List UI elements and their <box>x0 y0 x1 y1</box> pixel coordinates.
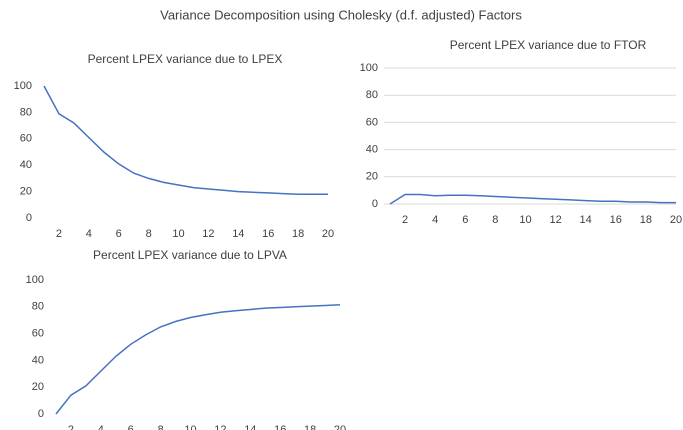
y-tick-label: 40 <box>32 354 44 366</box>
x-tick-label: 14 <box>232 228 244 240</box>
x-tick-label: 16 <box>610 214 622 226</box>
x-tick-label: 16 <box>262 228 274 240</box>
x-tick-label: 14 <box>580 214 592 226</box>
y-tick-label: 100 <box>360 62 378 74</box>
line <box>390 195 676 205</box>
y-tick-label: 60 <box>20 133 32 145</box>
chart: Variance Decomposition using Cholesky (d… <box>0 0 683 430</box>
y-tick-label: 20 <box>20 186 32 198</box>
y-tick-label: 40 <box>20 159 32 171</box>
x-tick-label: 18 <box>304 424 316 430</box>
y-tick-label: 0 <box>372 198 378 210</box>
x-tick-label: 20 <box>322 228 334 240</box>
chart-title: Percent LPEX variance due to LPEX <box>88 52 283 66</box>
y-tick-label: 0 <box>38 408 44 420</box>
y-tick-label: 20 <box>32 381 44 393</box>
x-tick-label: 4 <box>86 228 92 240</box>
y-tick-label: 100 <box>26 274 44 286</box>
y-tick-label: 100 <box>14 80 32 92</box>
x-tick-label: 20 <box>334 424 346 430</box>
chart-title: Percent LPEX variance due to LPVA <box>93 248 287 262</box>
x-tick-label: 2 <box>68 424 74 430</box>
y-tick-label: 60 <box>366 116 378 128</box>
y-tick-label: 80 <box>32 301 44 313</box>
x-tick-label: 10 <box>184 424 196 430</box>
x-tick-label: 6 <box>462 214 468 226</box>
x-tick-label: 18 <box>292 228 304 240</box>
y-tick-label: 20 <box>366 171 378 183</box>
x-tick-label: 12 <box>202 228 214 240</box>
x-tick-label: 4 <box>98 424 104 430</box>
x-tick-label: 10 <box>519 214 531 226</box>
y-tick-label: 80 <box>20 106 32 118</box>
chart-title: Percent LPEX variance due to FTOR <box>450 38 647 52</box>
x-tick-label: 16 <box>274 424 286 430</box>
y-tick-label: 40 <box>366 144 378 156</box>
x-tick-label: 18 <box>640 214 652 226</box>
x-tick-label: 10 <box>172 228 184 240</box>
x-tick-label: 12 <box>549 214 561 226</box>
x-tick-label: 12 <box>214 424 226 430</box>
page-title: Variance Decomposition using Cholesky (d… <box>160 7 522 22</box>
x-tick-label: 8 <box>158 424 164 430</box>
y-tick-label: 0 <box>26 212 32 224</box>
line <box>56 305 340 414</box>
x-tick-label: 20 <box>670 214 682 226</box>
x-tick-label: 4 <box>432 214 438 226</box>
x-tick-label: 8 <box>492 214 498 226</box>
x-tick-label: 8 <box>146 228 152 240</box>
y-tick-label: 60 <box>32 328 44 340</box>
line <box>44 86 328 194</box>
x-tick-label: 14 <box>244 424 256 430</box>
x-tick-label: 6 <box>116 228 122 240</box>
x-tick-label: 2 <box>56 228 62 240</box>
x-tick-label: 2 <box>402 214 408 226</box>
y-tick-label: 80 <box>366 89 378 101</box>
x-tick-label: 6 <box>128 424 134 430</box>
